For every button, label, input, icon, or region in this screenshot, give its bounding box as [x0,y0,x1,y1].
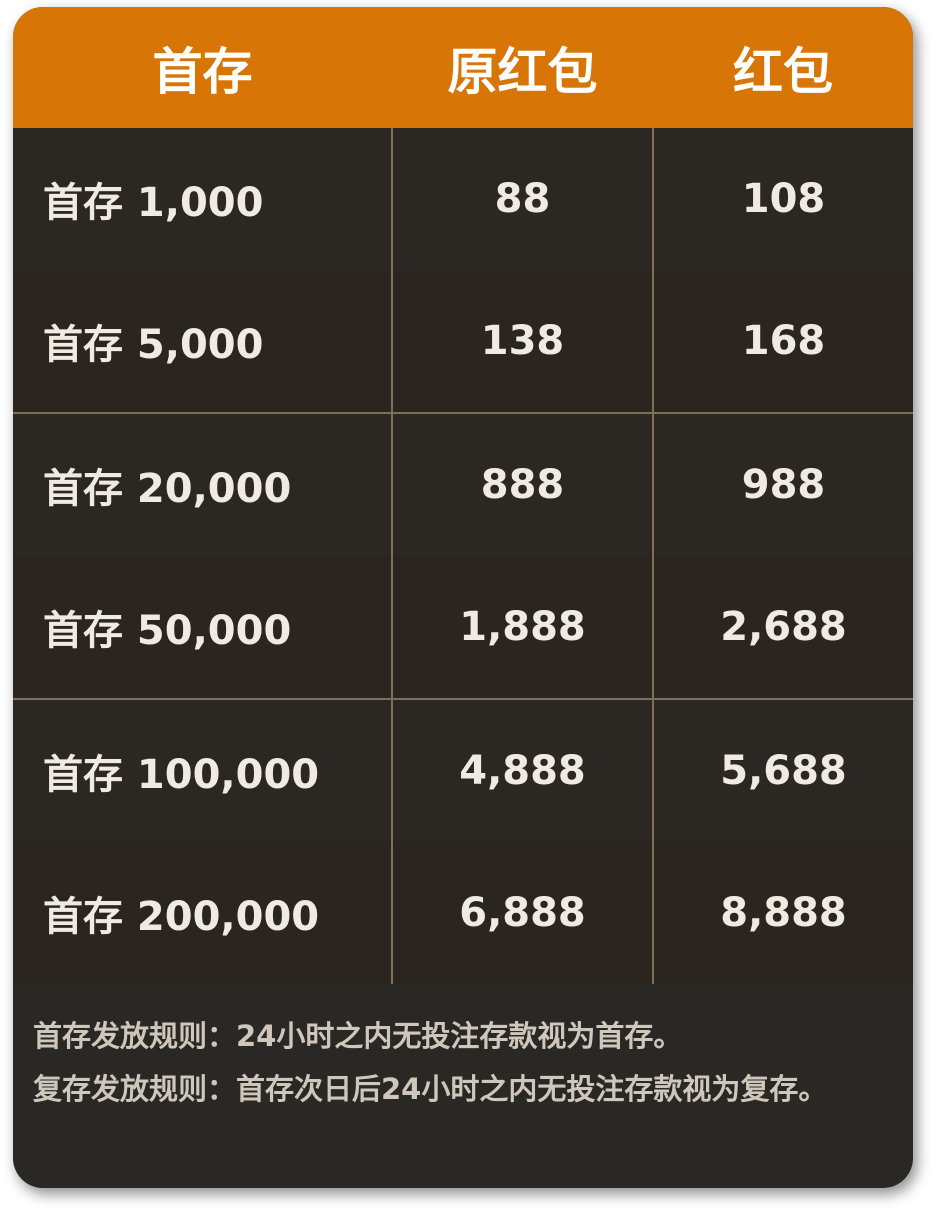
deposit-cell: 首存 5,000 [13,270,392,414]
deposit-cell: 首存 50,000 [13,556,392,700]
deposit-cell: 首存 20,000 [13,413,392,556]
header-cell: 红包 [653,7,913,128]
bonus-cell: 988 [652,413,913,556]
table-body: 首存 1,000 88 108 首存 5,000 138 168 首存 20,000 888 9… [13,128,913,984]
notes: 首存发放规则：24小时之内无投注存款视为首存。复存发放规则：首存次日后24小时之… [13,984,913,1116]
card: 首存 原红包 红包 首存 1,000 88 108 首存 5,000 138 168 首存 20… [13,7,913,1188]
header-cell: 原红包 [392,7,653,128]
header-cell: 首存 [13,7,392,128]
bonus-cell: 8,888 [652,842,913,984]
bonus-cell: 168 [652,270,913,414]
bonus-cell: 2,688 [652,556,913,700]
table-row: 首存 1,000 88 108 [13,128,913,270]
bonus-cell: 138 [391,270,653,414]
bonus-cell: 108 [652,128,913,270]
bonus-cell: 1,888 [391,556,653,700]
bonus-cell: 4,888 [391,699,653,842]
table: 首存 原红包 红包 首存 1,000 88 108 首存 5,000 138 168 首存 20… [13,7,913,984]
bonus-cell: 88 [391,128,653,270]
note: 复存发放规则：首存次日后24小时之内无投注存款视为复存。 [33,1072,828,1106]
table-header: 首存 原红包 红包 [13,7,913,128]
table-row: 首存 5,000 138 168 [13,270,913,414]
deposit-cell: 首存 100,000 [13,699,392,842]
table-row: 首存 50,000 1,888 2,688 [13,556,913,700]
note: 首存发放规则：24小时之内无投注存款视为首存。 [33,1019,683,1053]
table-row: 首存 100,000 4,888 5,688 [13,699,913,842]
table-row: 首存 20,000 888 988 [13,413,913,556]
header-row: 首存 原红包 红包 [13,7,913,128]
bonus-cell: 6,888 [391,842,653,984]
deposit-cell: 首存 1,000 [13,128,392,270]
deposit-cell: 首存 200,000 [13,842,392,984]
table-row: 首存 200,000 6,888 8,888 [13,842,913,984]
bonus-cell: 5,688 [652,699,913,842]
bonus-cell: 888 [391,413,653,556]
